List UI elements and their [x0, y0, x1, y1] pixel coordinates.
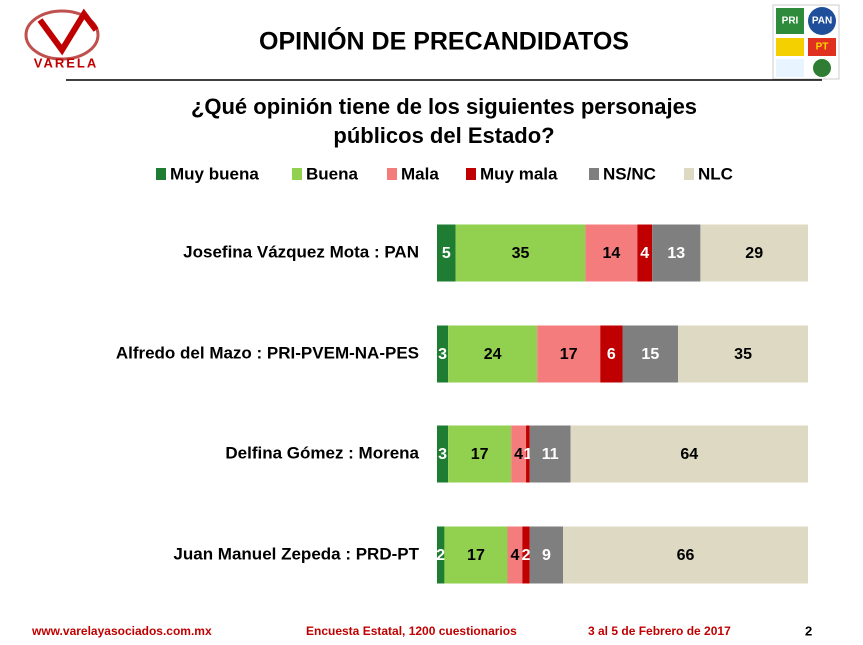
- value-label: 6: [607, 346, 616, 363]
- value-label: 4: [510, 547, 519, 564]
- value-label: 2: [522, 547, 531, 564]
- bar-segment: [448, 325, 538, 383]
- footer-website: www.varelayasociados.com.mx: [31, 624, 212, 638]
- bar-segment: [585, 224, 638, 282]
- bar-segment: [563, 526, 808, 584]
- value-label: 5: [442, 245, 451, 262]
- bar-segment: [437, 224, 456, 282]
- value-label: 15: [641, 346, 659, 363]
- bar-segment: [529, 526, 564, 584]
- value-label: 29: [745, 245, 763, 262]
- value-label: 13: [667, 245, 685, 262]
- logo-text: VARELA: [34, 55, 98, 70]
- value-label: 4: [640, 245, 649, 262]
- legend-label: Muy mala: [480, 164, 558, 183]
- legend-swatch: [387, 168, 397, 180]
- value-label: 1: [523, 446, 532, 463]
- bar-segment: [637, 224, 653, 282]
- logo-mark: [37, 8, 99, 56]
- value-label: 3: [438, 346, 447, 363]
- bar-segment: [522, 526, 530, 584]
- bar-segment: [437, 526, 445, 584]
- chart-subtitle: ¿Qué opinión tiene de los siguientes per…: [191, 94, 697, 119]
- category-label: Alfredo del Mazo : PRI-PVEM-NA-PES: [116, 343, 419, 362]
- bar-segment: [444, 526, 508, 584]
- legend-swatch: [684, 168, 694, 180]
- footer-survey: Encuesta Estatal, 1200 cuestionarios: [306, 624, 517, 638]
- value-label: 64: [680, 446, 698, 463]
- value-label: 2: [436, 547, 445, 564]
- bar-segment: [437, 425, 449, 483]
- bar-segment: [600, 325, 623, 383]
- logo-pri: PRI: [782, 16, 799, 27]
- category-label: Josefina Vázquez Mota : PAN: [183, 242, 419, 261]
- bar-segment: [448, 425, 512, 483]
- category-label: Juan Manuel Zepeda : PRD-PT: [173, 544, 419, 563]
- legend-label: NLC: [698, 164, 733, 183]
- value-label: 3: [438, 446, 447, 463]
- logo-pt: PT: [816, 42, 829, 53]
- party-logos: PRI PAN PT: [772, 4, 840, 80]
- logo-pt-box: [808, 38, 836, 56]
- legend-swatch: [466, 168, 476, 180]
- value-label: 17: [560, 346, 578, 363]
- bar-segment: [622, 325, 679, 383]
- legend-label: Mala: [401, 164, 439, 183]
- value-label: 4: [514, 446, 523, 463]
- logo-pan-circle: [808, 7, 836, 35]
- logo-ring: [24, 9, 100, 61]
- bar-segment: [511, 425, 527, 483]
- logo-pvem: [813, 59, 831, 77]
- varela-logo: VARELA: [24, 8, 100, 70]
- bar-segment: [537, 325, 601, 383]
- value-label: 35: [734, 346, 752, 363]
- footer-dates: 3 al 5 de Febrero de 2017: [588, 624, 731, 638]
- bar-segment: [700, 224, 808, 282]
- chart-subtitle: públicos del Estado?: [333, 123, 554, 148]
- bar-segment: [507, 526, 523, 584]
- category-label: Delfina Gómez : Morena: [225, 443, 419, 462]
- bar-segment: [570, 425, 808, 483]
- logo-pri-box: [776, 8, 804, 34]
- logo-na-box: [776, 59, 804, 77]
- value-label: 66: [677, 547, 695, 564]
- legend-label: Buena: [306, 164, 359, 183]
- value-label: 14: [602, 245, 620, 262]
- legend-label: Muy buena: [170, 164, 259, 183]
- legend-swatch: [156, 168, 166, 180]
- legend-label: NS/NC: [603, 164, 656, 183]
- legend-swatch: [589, 168, 599, 180]
- bar-segment: [529, 425, 571, 483]
- value-label: 9: [542, 547, 551, 564]
- logo-pan: PAN: [812, 16, 832, 27]
- bar-segment: [678, 325, 808, 383]
- bar-segment: [526, 425, 530, 483]
- page-number: 2: [805, 623, 812, 638]
- chart-title: OPINIÓN DE PRECANDIDATOS: [259, 26, 629, 56]
- bar-segment: [652, 224, 701, 282]
- bar-segment: [437, 325, 449, 383]
- value-label: 11: [542, 446, 559, 463]
- value-label: 24: [484, 346, 502, 363]
- legend-swatch: [292, 168, 302, 180]
- value-label: 17: [467, 547, 485, 564]
- value-label: 17: [471, 446, 489, 463]
- value-label: 35: [512, 245, 530, 262]
- logo-prd-box: [776, 38, 804, 56]
- bar-segment: [455, 224, 586, 282]
